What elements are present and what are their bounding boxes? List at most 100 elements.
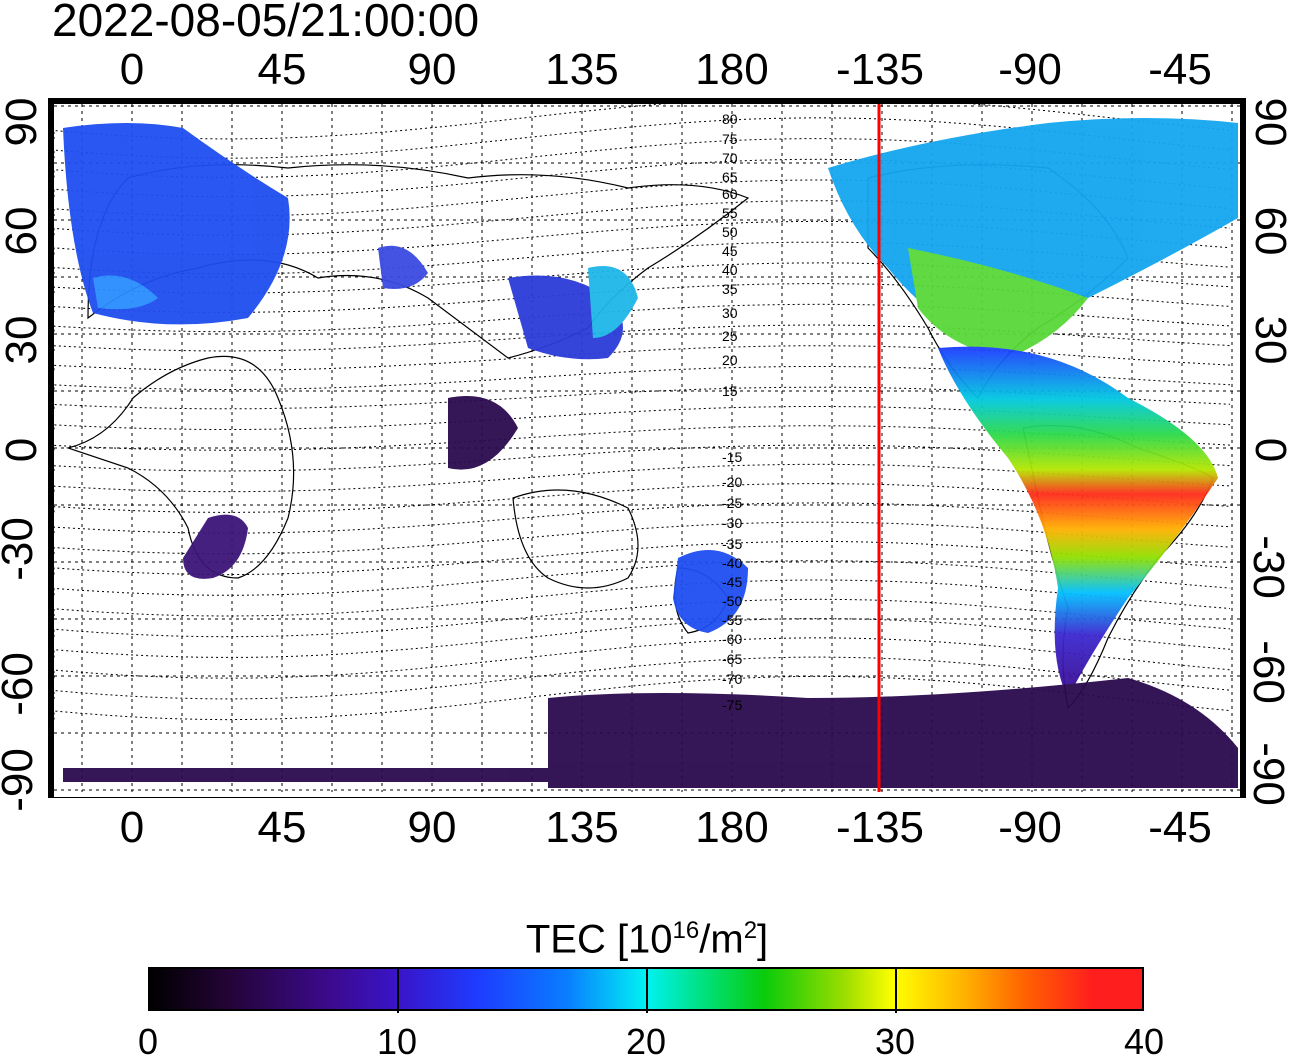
contour-label: -70	[722, 671, 742, 687]
top-lon-tick: -45	[1148, 45, 1212, 94]
tec-patch-south-africa	[183, 514, 248, 579]
contour-line	[53, 444, 1231, 472]
contour-line	[53, 637, 1231, 679]
colorbar-tick-label: 0	[137, 1021, 159, 1062]
contour-label: 25	[722, 328, 738, 344]
contour-label: 60	[722, 186, 738, 202]
contour-line	[53, 463, 1231, 493]
right-lat-tick: -90	[1244, 742, 1293, 806]
left-lat-tick: 90	[0, 97, 46, 147]
contour-line	[53, 324, 1231, 352]
tec-patch-north-america-mid	[908, 248, 1088, 358]
contour-line	[53, 656, 1231, 700]
right-lat-tick: 30	[1246, 315, 1294, 365]
contour-line	[53, 483, 1231, 513]
contour-label: -75	[722, 697, 742, 713]
contour-label: -45	[722, 574, 742, 590]
left-lat-tick: 30	[0, 315, 46, 365]
tec-data-patches	[63, 118, 1238, 788]
contour-label: 20	[722, 352, 738, 368]
contour-label: -30	[722, 515, 742, 531]
colorbar-title-suffix: ]	[757, 917, 769, 962]
contour-label: 65	[722, 169, 738, 185]
top-lon-tick: 0	[119, 45, 145, 94]
tec-patch-europe-south	[93, 275, 158, 310]
tec-patch-europe	[63, 123, 290, 325]
bottom-lon-tick: 0	[119, 803, 145, 852]
bottom-lon-tick: -135	[835, 803, 925, 852]
contour-label: 70	[722, 150, 738, 166]
contour-label: 50	[722, 224, 738, 240]
contour-line	[53, 618, 1231, 658]
bottom-lon-tick: 135	[545, 803, 619, 852]
top-lon-tick: 45	[257, 45, 307, 94]
tec-patch-new-zealand	[673, 550, 748, 633]
bottom-lon-tick: 180	[695, 803, 769, 852]
contour-label: -20	[722, 474, 742, 490]
left-lat-tick: -60	[0, 652, 42, 716]
contour-label: -55	[722, 612, 742, 628]
contour-label: 80	[722, 111, 738, 127]
colorbar-tick-label: 20	[625, 1021, 667, 1062]
colorbar-title: TEC [1016/m2]	[0, 908, 1294, 962]
bottom-lon-tick: 45	[257, 803, 307, 852]
timestamp-title: 2022-08-05/21:00:00	[52, 0, 480, 46]
left-lat-tick: -30	[0, 517, 42, 581]
tec-patch-south-band	[63, 768, 1238, 782]
left-lat-tick: 60	[0, 206, 46, 256]
right-lat-tick: -60	[1244, 640, 1293, 704]
colorbar-tick-mark	[646, 969, 648, 1013]
contour-label: 30	[722, 305, 738, 321]
contour-label: 45	[722, 243, 738, 259]
contour-label: -25	[722, 495, 742, 511]
contour-label: 55	[722, 205, 738, 221]
colorbar-tick-mark	[397, 969, 399, 1013]
tec-patch-antarctic	[548, 678, 1238, 788]
left-lat-tick: -90	[0, 748, 42, 812]
colorbar-title-mid: /m	[699, 917, 744, 962]
bottom-lon-tick: -45	[1148, 803, 1212, 852]
contour-label: -50	[722, 593, 742, 609]
contour-label: -40	[722, 555, 742, 571]
contour-label: 15	[722, 383, 738, 399]
right-lat-tick: 60	[1246, 206, 1294, 256]
contour-label: 75	[722, 131, 738, 147]
top-lon-tick: -135	[835, 45, 925, 94]
top-lon-tick: -90	[998, 45, 1062, 94]
bottom-lon-tick: 90	[407, 803, 457, 852]
colorbar-tick-label: 10	[376, 1021, 418, 1062]
top-lon-tick: 135	[545, 45, 619, 94]
contour-line	[53, 345, 1231, 371]
contour-line	[53, 303, 1231, 333]
tec-patch-asia	[378, 245, 428, 289]
contour-line	[53, 598, 1231, 638]
contour-label: 35	[722, 281, 738, 297]
top-lon-tick: 180	[695, 45, 769, 94]
contour-label: -35	[722, 536, 742, 552]
tec-patch-pacific-nw	[588, 266, 638, 338]
colorbar-tick-label: 30	[874, 1021, 916, 1062]
contour-label: -60	[722, 631, 742, 647]
top-lon-tick: 90	[407, 45, 457, 94]
contour-label: -65	[722, 651, 742, 667]
colorbar-tick-mark	[895, 969, 897, 1013]
right-lat-tick: 0	[1246, 437, 1294, 463]
left-lat-tick: 0	[0, 437, 46, 463]
contour-line	[53, 98, 1231, 140]
right-lat-tick: 90	[1246, 97, 1294, 147]
colorbar-tick-label: 40	[1123, 1021, 1165, 1062]
contour-label: 40	[722, 262, 738, 278]
map-top-bar	[48, 98, 1246, 104]
right-lat-tick: -30	[1244, 535, 1293, 599]
tec-colorbar	[148, 967, 1144, 1013]
bottom-lon-tick: -90	[998, 803, 1062, 852]
contour-line	[53, 675, 1231, 721]
contour-label: -15	[722, 449, 742, 465]
colorbar-title-exp2: 2	[743, 917, 758, 944]
tec-patch-americas	[938, 346, 1218, 698]
map-left-bar	[48, 98, 54, 798]
colorbar-title-exp1: 16	[672, 917, 700, 944]
contour-line	[53, 579, 1231, 617]
